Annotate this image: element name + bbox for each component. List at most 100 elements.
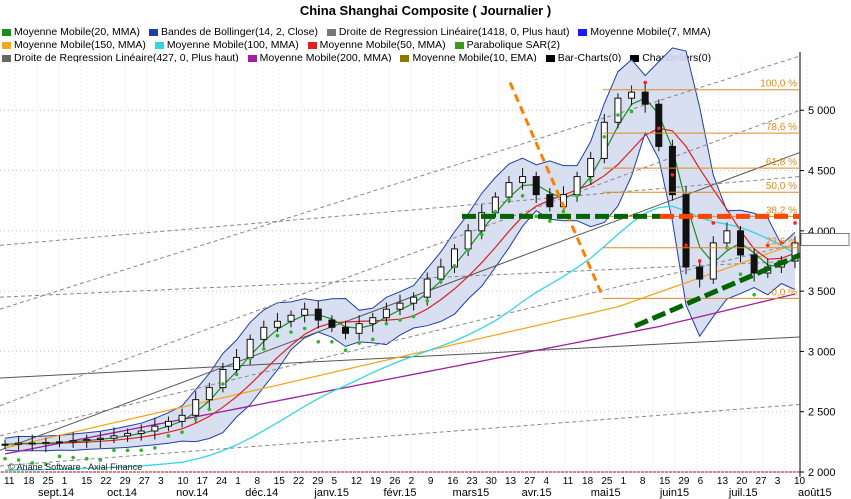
bollinger-upper-line xyxy=(4,47,796,439)
legend-item-mm100[interactable]: Moyenne Mobile(100, MMA) xyxy=(154,39,299,51)
sar-dot xyxy=(479,232,484,237)
x-day-label: 3 xyxy=(775,476,781,487)
candle-body xyxy=(178,414,186,422)
x-day-label: 8 xyxy=(640,476,646,487)
candle-body xyxy=(628,91,636,99)
x-day-label: 25 xyxy=(43,476,55,487)
y-tick-label: 4 500 xyxy=(808,166,836,178)
sar-dot xyxy=(221,382,225,386)
x-month-label: juil.15 xyxy=(728,487,758,499)
legend-item-mm7[interactable]: Moyenne Mobile(7, MMA) xyxy=(578,26,711,38)
x-day-label: 12 xyxy=(351,476,363,487)
candle-body xyxy=(137,430,145,434)
legend-item-mm150[interactable]: Moyenne Mobile(150, MMA) xyxy=(2,39,146,51)
sar-dot xyxy=(425,298,430,303)
candle-body xyxy=(369,317,377,325)
legend-item-regression-427[interactable]: Droite de Regression Linéaire(427, 0, Pl… xyxy=(2,52,239,64)
sar-dot xyxy=(316,339,321,344)
legend-item-mm200[interactable]: Moyenne Mobile(200, MMA) xyxy=(247,52,392,64)
x-day-label: 10 xyxy=(177,476,189,487)
sar-dot xyxy=(520,194,525,198)
legend-label: Moyenne Mobile(7, MMA) xyxy=(590,26,711,38)
sar-dot xyxy=(684,243,688,248)
legend-swatch xyxy=(326,28,336,36)
sar-dot xyxy=(643,80,647,85)
sar-dot xyxy=(30,461,35,465)
x-day-label: 22 xyxy=(293,476,305,487)
legend-label: Droite de Regression Linéaire(1418, 0, P… xyxy=(338,26,570,38)
legend-swatch xyxy=(578,28,588,36)
candle-body xyxy=(246,338,254,358)
sar-dot xyxy=(507,197,511,202)
x-day-label: 11 xyxy=(563,476,574,487)
sar-dot xyxy=(357,341,361,345)
sar-dot xyxy=(180,430,184,435)
sar-dot xyxy=(193,417,198,421)
x-day-label: 6 xyxy=(698,476,704,487)
legend-label: Moyenne Mobile(100, MMA) xyxy=(166,39,299,51)
candle-body xyxy=(124,432,132,437)
fibonacci-label: 23,6 % xyxy=(766,237,797,248)
legend-label: Moyenne Mobile(200, MMA) xyxy=(259,52,392,64)
sar-dot xyxy=(370,337,375,342)
candle-body xyxy=(519,176,527,184)
legend-item-mm20[interactable]: Moyenne Mobile(20, MMA) xyxy=(2,26,140,38)
sar-dot xyxy=(384,321,389,326)
legend-label: Moyenne Mobile(150, MMA) xyxy=(14,39,146,51)
x-day-label: 3 xyxy=(158,476,164,487)
sar-dot xyxy=(466,248,470,252)
x-month-label: janv.15 xyxy=(313,487,349,499)
candle-body xyxy=(55,441,63,444)
x-month-label: févr.15 xyxy=(383,487,416,499)
sar-dot xyxy=(793,221,797,225)
regression-line xyxy=(0,260,801,298)
sar-dot xyxy=(16,458,21,462)
candle-body xyxy=(273,320,281,328)
y-tick-label: 2 500 xyxy=(808,407,836,419)
legend-item-bar-charts[interactable]: Bar-Charts(0) xyxy=(545,52,621,64)
legend-row-2: Moyenne Mobile(150, MMA) Moyenne Mobile(… xyxy=(2,39,802,52)
y-tick-label: 2 000 xyxy=(808,467,836,479)
candle-body xyxy=(28,442,36,445)
legend-item-ema10[interactable]: Moyenne Mobile(10, EMA) xyxy=(400,52,537,64)
sar-dot xyxy=(44,462,48,466)
x-month-label: août15 xyxy=(798,487,832,499)
x-day-label: 1 xyxy=(235,476,241,487)
legend-swatch xyxy=(545,54,555,62)
candle-body xyxy=(546,194,554,208)
x-day-label: 29 xyxy=(678,476,690,487)
candle-body xyxy=(260,326,268,340)
x-day-label: 4 xyxy=(544,476,550,487)
candle-body xyxy=(355,323,363,334)
legend-swatch xyxy=(307,41,317,49)
x-day-label: 18 xyxy=(582,476,594,487)
fibonacci-label: 100,0 % xyxy=(760,79,797,90)
legend-item-bollinger[interactable]: Bandes de Bollinger(14, 2, Close) xyxy=(148,26,318,38)
x-day-label: 27 xyxy=(755,476,767,487)
sar-dot xyxy=(125,448,130,453)
candle-body xyxy=(791,242,799,262)
sar-dot xyxy=(3,456,7,461)
x-day-label: 1 xyxy=(621,476,627,487)
legend-swatch xyxy=(2,41,11,49)
legend-item-mm50[interactable]: Moyenne Mobile(50, MMA) xyxy=(307,39,446,51)
x-day-label: 24 xyxy=(216,476,228,487)
y-tick-label: 3 000 xyxy=(808,346,836,358)
sar-dot xyxy=(452,263,457,268)
x-month-label: déc.14 xyxy=(245,487,278,499)
x-day-label: 1 xyxy=(62,476,68,487)
sar-dot xyxy=(139,448,144,453)
sar-dot xyxy=(616,113,620,117)
candle-body xyxy=(587,157,595,178)
sar-dot xyxy=(697,259,702,263)
bollinger-lower-line xyxy=(4,131,796,452)
legend-item-sar[interactable]: Parabolique SAR(2) xyxy=(454,39,560,51)
sar-dot xyxy=(493,209,498,214)
legend-item-regression-1418[interactable]: Droite de Regression Linéaire(1418, 0, P… xyxy=(326,26,570,38)
x-day-label: 29 xyxy=(312,476,324,487)
x-day-label: 2 xyxy=(409,476,415,487)
sar-dot xyxy=(548,219,552,223)
x-day-label: 15 xyxy=(659,476,671,487)
x-day-label: 15 xyxy=(274,476,286,487)
